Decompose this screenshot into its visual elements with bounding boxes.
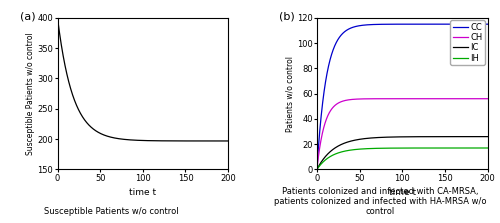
CH — [322, 120, 328, 123]
IH — [480, 147, 486, 149]
Y-axis label: Susceptible Patients w/o control: Susceptible Patients w/o control — [26, 32, 35, 155]
IH — [484, 147, 490, 149]
CH — [484, 97, 490, 100]
CH — [314, 168, 320, 171]
CH — [397, 97, 403, 100]
CC — [392, 23, 398, 25]
Text: (a): (a) — [20, 12, 36, 22]
Y-axis label: Patients w/o control: Patients w/o control — [285, 56, 294, 132]
X-axis label: time t: time t — [130, 188, 156, 197]
CC — [314, 168, 320, 171]
CC — [480, 23, 486, 25]
Text: (b): (b) — [280, 12, 295, 22]
IC — [484, 135, 490, 138]
IC — [314, 168, 320, 171]
CH — [448, 97, 454, 100]
Line: CC: CC — [317, 24, 488, 169]
IH — [480, 147, 486, 149]
CC — [480, 23, 486, 25]
CH — [480, 97, 486, 100]
Line: IC: IC — [317, 137, 488, 169]
IH — [314, 168, 320, 171]
IC — [397, 136, 403, 138]
IH — [397, 147, 403, 149]
IC — [448, 135, 454, 138]
Line: IH: IH — [317, 148, 488, 169]
Legend: CC, CH, IC, IH: CC, CH, IC, IH — [450, 20, 485, 65]
Line: CH: CH — [317, 99, 488, 169]
IC — [392, 136, 398, 138]
CC — [484, 23, 490, 25]
CC — [397, 23, 403, 25]
IC — [480, 135, 486, 138]
IH — [392, 147, 398, 149]
IC — [322, 155, 328, 158]
Text: Susceptible Patients w/o control: Susceptible Patients w/o control — [44, 207, 178, 216]
IC — [480, 135, 486, 138]
CC — [448, 23, 454, 25]
CH — [480, 97, 486, 100]
IH — [448, 147, 454, 149]
Text: Patients colonized and infected with CA-MRSA,
patients colonized and infected wi: Patients colonized and infected with CA-… — [274, 186, 487, 216]
CH — [392, 97, 398, 100]
IH — [322, 159, 328, 161]
CC — [322, 80, 328, 83]
X-axis label: time t: time t — [388, 188, 415, 197]
